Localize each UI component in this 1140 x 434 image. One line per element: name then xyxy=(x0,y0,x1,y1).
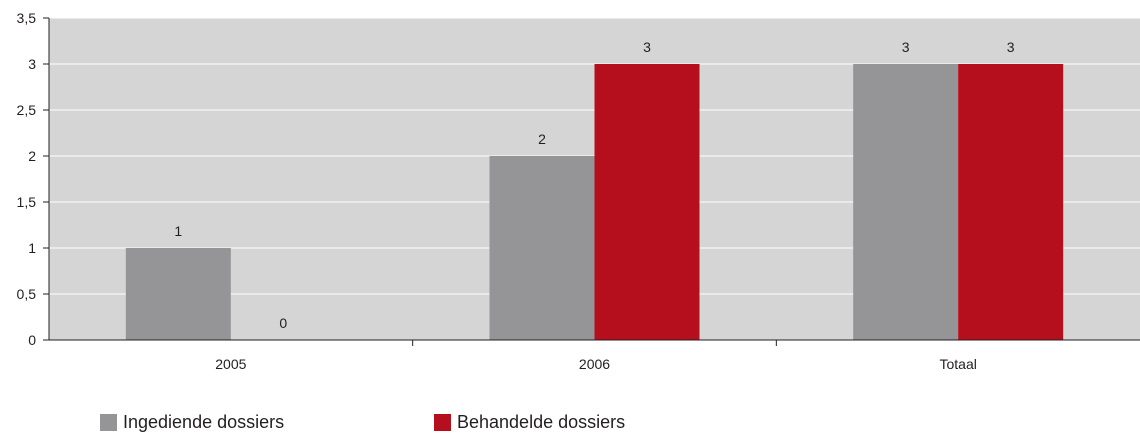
x-tick-label: 2005 xyxy=(215,356,246,372)
legend-label-ingediende: Ingediende dossiers xyxy=(123,411,285,432)
y-tick-label: 3,5 xyxy=(17,10,37,26)
y-tick-label: 2 xyxy=(28,148,36,164)
legend-item-behandelde: Behandelde dossiers xyxy=(434,412,625,433)
legend-item-ingediende: Ingediende dossiers xyxy=(100,412,434,433)
data-labels: 1 2 3 0 3 3 xyxy=(174,39,1014,331)
bar-behandelde xyxy=(594,64,700,340)
y-tick-label: 3 xyxy=(28,56,36,72)
bar-ingediende xyxy=(853,64,959,340)
bar-ingediende xyxy=(489,156,595,340)
x-tick-label: 2006 xyxy=(579,356,610,372)
y-tick-label: 2,5 xyxy=(17,102,37,118)
legend-label-behandelde: Behandelde dossiers xyxy=(457,411,626,432)
y-tick-label: 0 xyxy=(28,332,36,348)
data-label: 0 xyxy=(279,315,287,331)
x-tick-label: Totaal xyxy=(939,356,976,372)
bar-behandelde xyxy=(958,64,1064,340)
data-label: 3 xyxy=(643,39,651,55)
bars xyxy=(125,64,1064,340)
axes: 0 0,5 1 1,5 2 2,5 3 3,5 2005 2006 Totaal xyxy=(17,10,1140,372)
data-label: 3 xyxy=(1007,39,1015,55)
bar-chart: 0 0,5 1 1,5 2 2,5 3 3,5 2005 2006 Totaal 1 2 3 0 3 3 xyxy=(17,10,1140,372)
y-tick-label: 1,5 xyxy=(17,194,37,210)
bar-ingediende xyxy=(125,248,231,340)
data-label: 2 xyxy=(538,131,546,147)
data-label: 1 xyxy=(174,223,182,239)
y-tick-label: 0,5 xyxy=(17,286,37,302)
y-tick-label: 1 xyxy=(28,240,36,256)
legend: Ingediende dossiers Behandelde dossiers xyxy=(100,410,625,434)
data-label: 3 xyxy=(902,39,910,55)
legend-swatch-behandelde xyxy=(434,413,451,431)
legend-swatch-ingediende xyxy=(100,413,117,431)
